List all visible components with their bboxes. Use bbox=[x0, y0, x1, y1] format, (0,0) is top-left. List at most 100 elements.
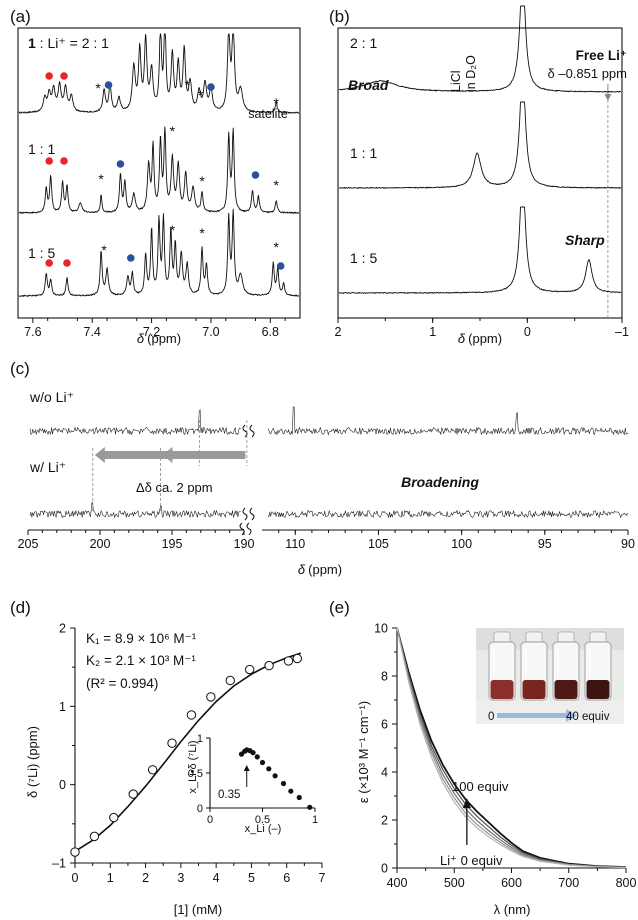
panel-d-xtick-label: 3 bbox=[177, 871, 184, 885]
impurity-star: * bbox=[199, 225, 205, 241]
inset-xtick-label: 1 bbox=[312, 814, 318, 826]
panel-b-ratio-3: 1 : 5 bbox=[350, 250, 377, 266]
panel-d-ylabel: δ (⁷Li) (ppm) bbox=[25, 726, 40, 798]
panel-e-plot: 400 500 600 700 800 0 2 4 6 8 10 bbox=[374, 622, 636, 891]
panel-a-xtick-label: 7.0 bbox=[202, 325, 219, 339]
impurity-star: * bbox=[184, 77, 190, 93]
c13-spectrum-w-li-left bbox=[29, 501, 241, 519]
panel-b-ratio-1: 2 : 1 bbox=[350, 35, 377, 51]
panel-c-xtick-label: 110 bbox=[285, 537, 305, 551]
panel-b-ratio-2: 1 : 1 bbox=[350, 145, 377, 161]
impurity-star: * bbox=[98, 171, 104, 187]
panel-c-xtick-label: 90 bbox=[621, 537, 635, 551]
spectrum-break-bottom bbox=[249, 507, 255, 521]
panel-d-xtick-label: 1 bbox=[107, 871, 114, 885]
panel-c-xtick-label: 200 bbox=[90, 537, 111, 551]
panel-d-xtick-label: 2 bbox=[142, 871, 149, 885]
panel-d-xtick-label: 7 bbox=[319, 871, 326, 885]
impurity-star: * bbox=[274, 239, 280, 255]
titration-point bbox=[186, 710, 197, 720]
blue-marker-dot bbox=[207, 83, 215, 91]
inset-xtick-label: 0 bbox=[207, 814, 213, 826]
panel-d-r2-annotation: (R² = 0.994) bbox=[86, 676, 158, 691]
uv-spectrum-1 bbox=[396, 627, 627, 868]
nmr-7li-spectrum-3 bbox=[338, 206, 622, 294]
panel-e-xtick-label: 500 bbox=[444, 876, 465, 890]
impurity-star: * bbox=[170, 222, 176, 238]
panel-b-plot: 2 1 0 –1 bbox=[335, 5, 629, 339]
panel-b-free-li-title: Free Li⁺ bbox=[576, 48, 627, 63]
impurity-star: * bbox=[95, 80, 101, 96]
panel-d-plot: 0 1 2 3 4 5 6 7 –1 0 1 2 0 0.5 1 0 0.5 1 bbox=[52, 622, 325, 886]
titration-point bbox=[128, 789, 138, 799]
red-marker-dot bbox=[45, 259, 53, 267]
panel-b-licl-label-2: in D₂O bbox=[464, 55, 478, 92]
panel-c-xaxis-label: δ (ppm) bbox=[298, 562, 342, 577]
titration-point bbox=[109, 812, 119, 823]
panel-e-ytick-label: 0 bbox=[381, 862, 388, 876]
panel-a-satellite-label: satelite bbox=[248, 107, 288, 121]
panel-a-ratio-2: 1 : 1 bbox=[28, 141, 55, 157]
panel-e-xtick-label: 400 bbox=[387, 876, 408, 890]
panel-d-k2-annotation: K₂ = 2.1 × 10³ M⁻¹ bbox=[86, 653, 196, 668]
photo-label-0: 0 bbox=[488, 711, 494, 723]
panel-d-inset-ylabel: x_Li•δ (⁷Li) bbox=[187, 740, 199, 793]
panel-d-xtick-label: 0 bbox=[72, 871, 79, 885]
panel-c-xtick-label: 195 bbox=[162, 537, 183, 551]
panel-d-label: (d) bbox=[10, 598, 31, 617]
titration-point bbox=[283, 656, 294, 666]
red-marker-dot bbox=[45, 157, 53, 165]
panel-c-plot: 205 200 195 190 110 105 100 95 90 bbox=[18, 406, 635, 551]
free-li-arrow-head bbox=[604, 94, 612, 101]
panel-c-wo-label: w/o Li⁺ bbox=[29, 389, 74, 405]
titration-point bbox=[167, 738, 177, 748]
panel-b-broad-label: Broad bbox=[348, 77, 389, 93]
inset-point bbox=[250, 750, 256, 756]
titration-point bbox=[244, 664, 255, 675]
panel-b-xaxis-label: δ (ppm) bbox=[458, 331, 502, 346]
nmr-1h-spectrum-3 bbox=[18, 208, 300, 297]
panel-a-plot: 7.6 7.4 7.2 7.0 6.8 * * * * * * * * * * * * bbox=[17, 27, 301, 339]
red-marker-dot bbox=[45, 72, 53, 80]
panel-d-ytick-label: 1 bbox=[59, 700, 66, 714]
titration-point bbox=[147, 765, 158, 775]
panel-d-inset-xlabel: x_Li (–) bbox=[245, 823, 282, 835]
impurity-star: * bbox=[274, 177, 280, 193]
panel-c-xtick-label: 205 bbox=[18, 537, 39, 551]
panel-e-ytick-label: 2 bbox=[381, 814, 388, 828]
vial-neck bbox=[493, 631, 511, 644]
inset-point bbox=[266, 766, 272, 772]
uv-spectrum-3 bbox=[396, 627, 627, 868]
impurity-star: * bbox=[101, 242, 107, 258]
impurity-star: * bbox=[274, 95, 280, 111]
nmr-1h-spectrum-2 bbox=[18, 126, 300, 214]
blue-marker-dot bbox=[276, 262, 285, 270]
titration-point bbox=[89, 831, 100, 842]
panel-c-xtick-label: 105 bbox=[368, 537, 389, 551]
panel-d-xlabel: [1] (mM) bbox=[174, 902, 222, 917]
panel-a-ratio-1: 1 : Li⁺ = 2 : 1 bbox=[28, 35, 109, 51]
panel-e-ylabel: ε (×10³ M⁻¹ cm⁻¹) bbox=[356, 701, 371, 803]
titration-point bbox=[70, 847, 80, 857]
blue-marker-dot bbox=[251, 171, 260, 179]
panel-e-0equiv-label: Li⁺ 0 equiv bbox=[440, 853, 503, 868]
vial-liquid bbox=[586, 680, 610, 699]
nmr-7li-spectrum-2 bbox=[338, 101, 622, 189]
spectrum-break-bottom bbox=[242, 507, 248, 521]
panel-b-licl-label-1: LiCl bbox=[449, 70, 463, 92]
panel-e-ytick-label: 6 bbox=[381, 718, 388, 732]
panel-c-axis-break-2 bbox=[246, 522, 252, 536]
panel-e-100equiv-label: 100 equiv bbox=[452, 779, 509, 794]
peak-shift-arrow bbox=[162, 447, 246, 463]
panel-c-xtick-label: 100 bbox=[451, 537, 472, 551]
inset-point bbox=[259, 759, 266, 766]
red-marker-dot bbox=[60, 72, 68, 80]
blue-marker-dot bbox=[104, 81, 113, 89]
titration-point bbox=[292, 653, 302, 664]
titration-point bbox=[206, 692, 216, 702]
inset-point bbox=[254, 754, 260, 760]
inset-arrow-head bbox=[243, 765, 250, 771]
spectrum-break-top bbox=[249, 424, 255, 438]
panel-d-k1-annotation: K₁ = 8.9 × 10⁶ M⁻¹ bbox=[86, 631, 197, 646]
